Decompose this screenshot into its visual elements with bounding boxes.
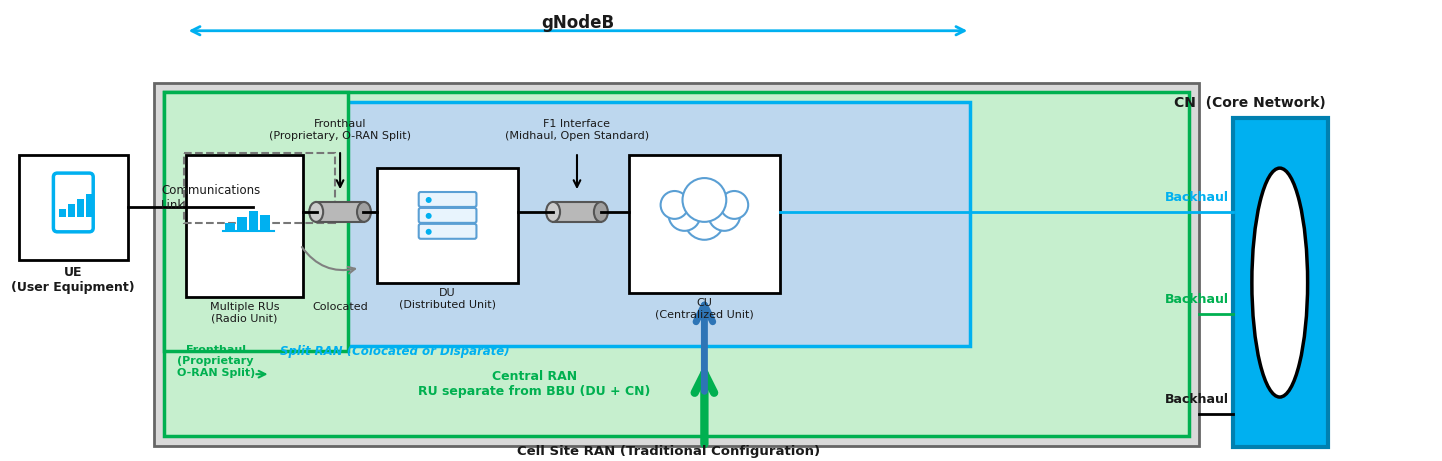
Bar xyxy=(19,155,128,260)
Bar xyxy=(316,202,363,222)
Text: Backhaul: Backhaul xyxy=(1165,294,1229,307)
Bar xyxy=(248,211,258,231)
Bar xyxy=(164,93,1190,436)
Circle shape xyxy=(425,229,431,235)
Bar xyxy=(154,83,1200,446)
Circle shape xyxy=(425,213,431,219)
Bar xyxy=(183,153,335,223)
Text: Backhaul: Backhaul xyxy=(1165,191,1229,204)
Text: Fronthaul
(Proprietary, O-RAN Split): Fronthaul (Proprietary, O-RAN Split) xyxy=(270,119,411,141)
Ellipse shape xyxy=(594,202,609,222)
Bar xyxy=(225,223,235,231)
Text: CN  (Core Network): CN (Core Network) xyxy=(1174,96,1325,110)
Ellipse shape xyxy=(358,202,371,222)
Bar xyxy=(186,155,303,296)
Text: UE
(User Equipment): UE (User Equipment) xyxy=(12,266,136,294)
Bar xyxy=(554,202,601,222)
Bar xyxy=(87,194,94,217)
Bar xyxy=(261,215,271,231)
Bar xyxy=(174,102,970,346)
Text: Central RAN
RU separate from BBU (DU + CN): Central RAN RU separate from BBU (DU + C… xyxy=(418,370,650,398)
Text: DU
(Distributed Unit): DU (Distributed Unit) xyxy=(399,288,496,309)
Text: CU
(Centralized Unit): CU (Centralized Unit) xyxy=(655,297,754,319)
Ellipse shape xyxy=(309,202,323,222)
Text: F1 Interface
(Midhaul, Open Standard): F1 Interface (Midhaul, Open Standard) xyxy=(505,119,649,141)
Circle shape xyxy=(682,178,727,222)
FancyBboxPatch shape xyxy=(418,208,476,223)
Bar xyxy=(78,199,84,217)
Text: Backhaul: Backhaul xyxy=(1165,393,1229,406)
Bar xyxy=(164,93,348,351)
Bar xyxy=(59,209,66,217)
Circle shape xyxy=(425,197,431,203)
FancyBboxPatch shape xyxy=(418,192,476,207)
Circle shape xyxy=(669,199,701,231)
Text: Colocated: Colocated xyxy=(313,301,368,312)
Text: gNodeB: gNodeB xyxy=(541,14,614,32)
Bar xyxy=(629,155,780,293)
Bar xyxy=(376,168,518,283)
Ellipse shape xyxy=(547,202,559,222)
Ellipse shape xyxy=(1252,168,1308,397)
Circle shape xyxy=(721,191,748,219)
Text: Cell Site RAN (Traditional Configuration): Cell Site RAN (Traditional Configuration… xyxy=(518,445,820,458)
Text: Communications
Link: Communications Link xyxy=(162,184,260,212)
Text: Multiple RUs
(Radio Unit): Multiple RUs (Radio Unit) xyxy=(209,301,280,323)
Circle shape xyxy=(708,199,740,231)
Circle shape xyxy=(685,200,724,240)
FancyBboxPatch shape xyxy=(418,224,476,239)
Bar xyxy=(1233,118,1328,447)
Text: Split RAN (Colocated or Disparate): Split RAN (Colocated or Disparate) xyxy=(280,345,509,358)
FancyBboxPatch shape xyxy=(53,173,94,232)
Circle shape xyxy=(660,191,688,219)
Bar xyxy=(236,217,247,231)
Bar xyxy=(68,204,75,217)
Text: Fronthaul
(Proprietary
O-RAN Split): Fronthaul (Proprietary O-RAN Split) xyxy=(176,345,255,378)
